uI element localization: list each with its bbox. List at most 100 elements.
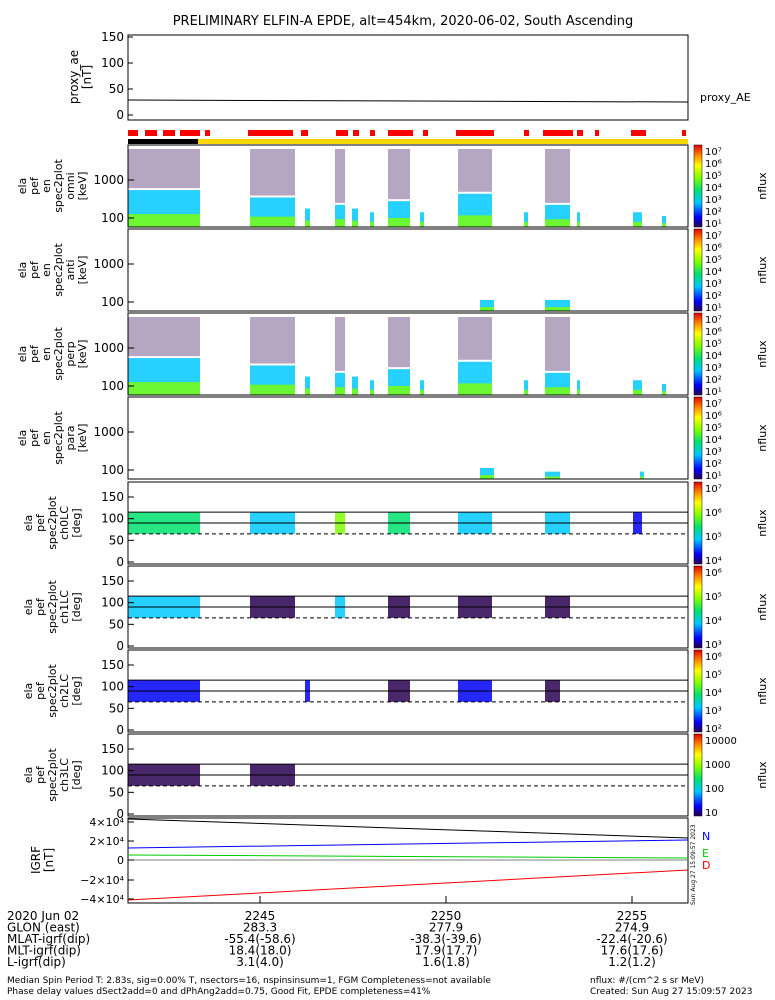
spectrogram-flux-block xyxy=(352,376,358,395)
pa-ytick-label: 50 xyxy=(109,701,124,715)
proxy-ae-legend: proxy_AE xyxy=(700,91,751,104)
spectrogram-high-flux xyxy=(352,220,358,227)
proxy-ae-line xyxy=(127,99,689,103)
spectrogram-0-colorbar xyxy=(693,144,703,228)
plot-title: PRELIMINARY ELFIN-A EPDE, alt=454km, 202… xyxy=(173,14,634,29)
pa-ytick-label: 150 xyxy=(101,658,124,672)
ephemeris-row-label: L-igrf(dip) xyxy=(7,955,66,969)
ephemeris-value: 277.9 xyxy=(429,921,463,935)
spectrogram-flux-block xyxy=(335,372,345,395)
science-zone-red-bar xyxy=(370,130,375,136)
science-zone-red-bar xyxy=(577,130,583,136)
pa-2-colorbar-tick: 10³ xyxy=(705,706,722,717)
pa-ytick-label: 150 xyxy=(101,574,124,588)
pa-3-colorbar-tick: 1000 xyxy=(705,760,730,771)
ae-ytick-label: 150 xyxy=(101,30,124,44)
spectrogram-frame xyxy=(127,396,689,480)
ephemeris-value: 3.1(4.0) xyxy=(236,955,284,969)
pitch-angle-spectrogram-3: 150 100 50 0 ela pef spec2plot ch3LC [deg] 10000 1… xyxy=(22,733,769,821)
science-zone-red-bar xyxy=(423,130,428,136)
black-bar xyxy=(128,139,198,144)
spectrogram-high-flux xyxy=(388,217,410,227)
spectrogram-3-colorbar-tick: 10⁵ xyxy=(705,423,722,434)
spectrogram-frame xyxy=(127,144,689,228)
spectrogram-flux-block xyxy=(480,467,494,479)
spectrogram-0-ylabel-line: en xyxy=(40,179,53,193)
spectrogram-ytick-label: 100 xyxy=(101,211,124,225)
pa-3-colorbar xyxy=(693,733,703,817)
pa-0-colorbar-label: nflux xyxy=(756,509,769,537)
spectrogram-3-ylabel-line: spec2plot xyxy=(52,411,65,465)
spectrogram-2-colorbar-tick: 10⁶ xyxy=(705,327,722,338)
spectrogram-high-flux xyxy=(305,220,310,227)
pa-ytick-label: 100 xyxy=(101,764,124,778)
science-zone-red-bar xyxy=(248,130,293,136)
pa-1-ylabel-line: [deg] xyxy=(70,592,83,621)
spectrogram-flux-block xyxy=(662,215,666,227)
spectrogram-high-energy xyxy=(128,317,200,357)
pa-1-ylabel-line: ela xyxy=(22,599,35,616)
spectrogram-0-colorbar-tick: 10⁵ xyxy=(705,171,722,182)
pa-3-colorbar-tick: 100 xyxy=(705,784,724,795)
spectrogram-3-colorbar-tick: 10³ xyxy=(705,447,722,458)
spectrogram-0-colorbar-tick: 10⁴ xyxy=(705,183,722,194)
ephemeris-value: 283.3 xyxy=(243,921,277,935)
spectrogram-2-ylabel-line: en xyxy=(40,347,53,361)
ae-ytick-label: 50 xyxy=(109,82,124,96)
spectrogram-high-flux xyxy=(577,389,580,395)
spectrogram-high-energy xyxy=(458,149,492,192)
pa-ytick-label: 0 xyxy=(116,639,124,653)
science-zone-red-bar xyxy=(682,130,686,136)
pa-2-ylabel-line: pef xyxy=(34,681,47,700)
pa-3-ylabel-line: spec2plot xyxy=(46,748,59,802)
pa-0-ylabel-line: pef xyxy=(34,513,47,532)
spectrogram-high-energy xyxy=(388,149,410,200)
pa-ytick-label: 50 xyxy=(109,533,124,547)
science-zone-red-bar xyxy=(524,130,529,136)
spectrogram-ytick-label: 1000 xyxy=(93,257,124,271)
spectrogram-flux-block xyxy=(633,380,642,395)
spectrogram-high-flux xyxy=(545,307,570,311)
spectrogram-high-energy xyxy=(545,317,570,371)
spectrogram-ytick-label: 1000 xyxy=(93,425,124,439)
pa-ytick-label: 150 xyxy=(101,490,124,504)
spectrogram-frame xyxy=(127,228,689,312)
pa-1-colorbar-label: nflux xyxy=(756,593,769,621)
pa-3-ylabel-line: pef xyxy=(34,765,47,784)
spectrogram-3-colorbar-tick: 10¹ xyxy=(705,471,722,482)
spectrogram-1-colorbar xyxy=(693,228,703,312)
spectrogram-high-flux xyxy=(335,219,345,227)
science-zone-red-bar xyxy=(336,130,348,136)
spectrogram-flux-block xyxy=(545,299,570,311)
pa-1-ylabel-line: spec2plot xyxy=(46,580,59,634)
footer-created: Created: Sun Aug 27 15:09:57 2023 xyxy=(590,987,753,997)
spectrogram-flux-block xyxy=(633,212,642,227)
spectrogram-flux-block xyxy=(662,383,666,395)
igrf-legend-e: E xyxy=(702,847,709,860)
spectrogram-1-colorbar-tick: 10⁶ xyxy=(705,243,722,254)
pa-0-colorbar-tick: 10⁵ xyxy=(705,532,722,543)
spectrogram-frame xyxy=(127,312,689,396)
ephemeris-value: -55.4(-58.6) xyxy=(224,932,295,946)
spectrogram-0-colorbar-tick: 10¹ xyxy=(705,219,722,230)
igrf-n-line xyxy=(127,839,689,849)
spectrogram-high-flux xyxy=(388,385,410,395)
spectrogram-3-colorbar-tick: 10⁶ xyxy=(705,411,722,422)
science-zone-red-bar xyxy=(353,130,359,136)
pa-ytick-label: 150 xyxy=(101,742,124,756)
science-zone-red-bar xyxy=(301,130,308,136)
spectrogram-1-colorbar-tick: 10³ xyxy=(705,279,722,290)
spectrogram-1-ylabel-line: en xyxy=(40,263,53,277)
spectrogram-0-colorbar-tick: 10³ xyxy=(705,195,722,206)
pa-2-colorbar-tick: 10⁴ xyxy=(705,688,722,699)
spectrogram-high-flux xyxy=(633,221,642,227)
science-zone-red-bar xyxy=(128,130,138,136)
spectrogram-high-flux xyxy=(458,215,492,227)
spectrogram-3-colorbar-tick: 10⁷ xyxy=(705,399,722,410)
ephemeris-value: 18.4(18.0) xyxy=(229,944,292,958)
spectrogram-1-colorbar-tick: 10¹ xyxy=(705,303,722,314)
igrf-ylabel-line: [nT] xyxy=(42,848,56,872)
pa-3-ylabel-line: ch3LC xyxy=(58,758,71,792)
